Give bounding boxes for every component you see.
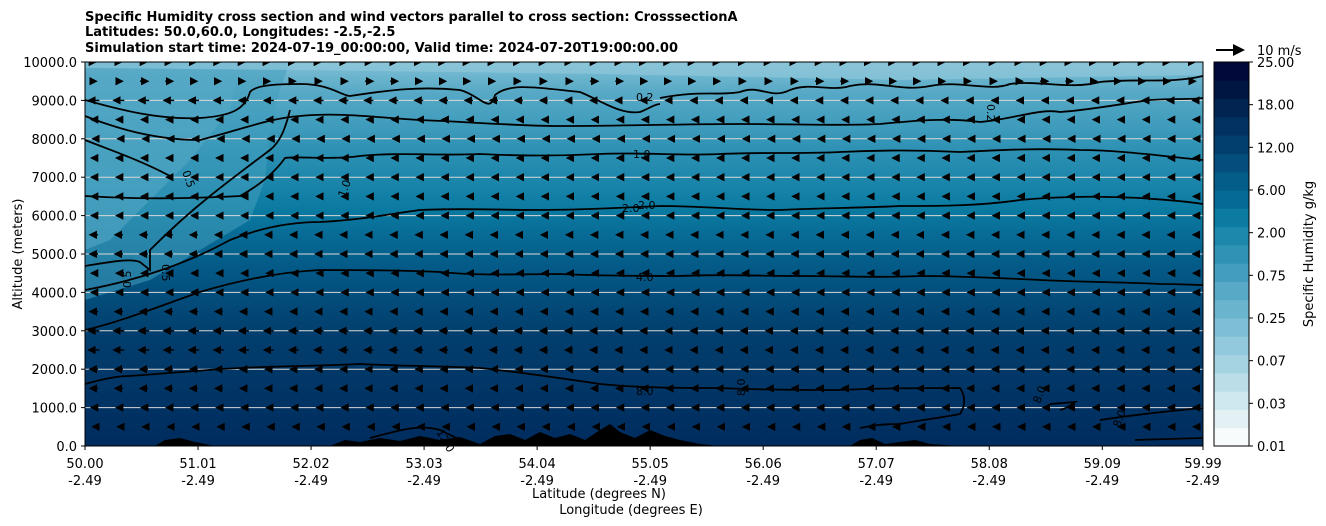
x-tick-label-latitude: 52.02: [292, 457, 329, 472]
colorbar-swatch: [1214, 354, 1249, 374]
colorbar-swatch: [1214, 244, 1249, 264]
y-tick-label: 2000.0: [32, 363, 78, 378]
colorbar-swatch: [1214, 336, 1249, 356]
colorbar-tick-label: 0.07: [1257, 355, 1286, 370]
x-tick-label-latitude: 53.03: [405, 457, 442, 472]
wind-vectors: [87, 62, 1201, 431]
colorbar-frame: [1213, 61, 1250, 447]
x-tick-label-longitude: -2.49: [520, 474, 554, 489]
y-tick-label: 1000.0: [32, 402, 78, 417]
x-tick-label-latitude: 56.06: [745, 457, 782, 472]
chart-title-line-3: Simulation start time: 2024-07-19_00:00:…: [85, 41, 678, 56]
colorbar-swatch: [1214, 263, 1249, 282]
contour-label: 8.0: [636, 385, 654, 398]
colorbar-tick-label: 25.00: [1257, 56, 1294, 71]
wind-reference-label: 10 m/s: [1257, 44, 1302, 59]
contour-label: 2.0: [638, 199, 656, 212]
contour-0.5: [85, 109, 291, 272]
contour-label: 8.0: [735, 379, 748, 397]
colorbar-tick-label: 0.25: [1257, 312, 1286, 327]
colorbar-swatch: [1214, 116, 1249, 136]
contour-2.0: [85, 195, 1203, 291]
contour-1.0: [85, 148, 1203, 200]
upper-dry-layer: [85, 62, 1203, 80]
contour-label: 1.0: [336, 178, 354, 199]
x-tick-label-latitude: 50.00: [66, 457, 103, 472]
colorbar-swatch: [1214, 299, 1249, 319]
x-axis-label-longitude: Longitude (degrees E): [559, 503, 703, 518]
x-tick-label-latitude: 57.07: [858, 457, 895, 472]
y-axis-label: Altitude (meters): [11, 199, 26, 310]
wind-reference-key: 10 m/s: [1216, 44, 1302, 59]
chart-title-line-1: Specific Humidity cross section and wind…: [85, 10, 738, 25]
x-tick-label-longitude: -2.49: [407, 474, 441, 489]
colorbar-tick-label: 0.03: [1257, 397, 1286, 412]
y-tick-label: 6000.0: [32, 210, 78, 225]
colorbar-swatch: [1214, 226, 1249, 246]
contour-label: 0.2: [636, 91, 654, 104]
colorbar-swatch: [1214, 391, 1249, 410]
y-tick-label: 9000.0: [32, 94, 78, 109]
dry-air-core: [85, 62, 240, 250]
y-tick-label: 4000.0: [32, 286, 78, 301]
x-tick-label-latitude: 51.01: [179, 457, 216, 472]
y-tick-label: 8000.0: [32, 133, 78, 148]
contour-label: 2.0: [622, 202, 640, 215]
y-tick-label: 10000.0: [23, 56, 77, 71]
contour-4.0: [85, 269, 1203, 331]
x-tick-label-latitude: 59.09: [1084, 457, 1121, 472]
plot-area: 0.2 0.2 0.5 0.5 0.5 1.0 1.0 2.0 2.0 4.0 …: [84, 61, 1204, 455]
colorbar-tick-label: 6.00: [1257, 184, 1286, 199]
colorbar-swatch: [1214, 135, 1249, 154]
x-tick-label-longitude: -2.49: [972, 474, 1006, 489]
x-tick-label-longitude: -2.49: [633, 474, 667, 489]
colorbar-tick-label: 0.75: [1257, 269, 1286, 284]
contour-label: 0.5: [121, 271, 134, 289]
colorbar-label: Specific Humidity g/kg: [1302, 181, 1317, 327]
colorbar-tick-label: 12.00: [1257, 141, 1294, 156]
x-tick-label-latitude: 54.04: [519, 457, 556, 472]
colorbar-swatch: [1214, 62, 1249, 81]
colorbar-swatch: [1214, 171, 1249, 191]
contour-0.2: [85, 75, 1203, 120]
x-tick-label-longitude: -2.49: [68, 474, 102, 489]
colorbar-swatch: [1214, 98, 1249, 118]
colorbar-swatch: [1214, 281, 1249, 301]
colorbar: 0.01 0.03 0.07 0.25 0.75 2.00 6.00 12.00 18.00 25…: [1213, 56, 1317, 455]
x-tick-label-latitude: 55.05: [632, 457, 669, 472]
y-tick-label: 3000.0: [32, 325, 78, 340]
colorbar-tick-label: 2.00: [1257, 227, 1286, 242]
x-tick-label-longitude: -2.49: [294, 474, 328, 489]
x-tick-label-longitude: -2.49: [746, 474, 780, 489]
contour-label: 1.0: [633, 148, 651, 161]
x-tick-label-longitude: -2.49: [1085, 474, 1119, 489]
x-tick-label-longitude: -2.49: [859, 474, 893, 489]
y-tick-label: 0.0: [56, 440, 77, 455]
contour-label: 0.2: [984, 104, 997, 122]
contour-12.0: [369, 426, 481, 446]
y-tick-label: 7000.0: [32, 171, 78, 186]
colorbar-swatch: [1214, 372, 1249, 392]
x-axis-label-latitude: Latitude (degrees N): [532, 487, 666, 502]
x-tick-label-longitude: -2.49: [181, 474, 215, 489]
colorbar-tick-label: 18.00: [1257, 99, 1294, 114]
colorbar-swatch: [1214, 208, 1249, 228]
colorbar-swatch: [1214, 190, 1249, 209]
terrain: [155, 424, 960, 446]
y-axis: 0.0 1000.0 2000.0 3000.0 4000.0 5000.0 6000.0 7…: [23, 56, 85, 455]
chart-title-line-2: Latitudes: 50.0,60.0, Longitudes: -2.5,-…: [85, 25, 395, 40]
colorbar-tick-label: 0.01: [1257, 440, 1286, 455]
y-tick-label: 5000.0: [32, 248, 78, 263]
colorbar-swatch: [1214, 153, 1249, 173]
colorbar-swatch: [1214, 80, 1249, 100]
x-axis: 50.00 -2.49 51.01 -2.49 52.02 -2.49 53.03 -2.49…: [66, 446, 1222, 489]
x-tick-label-latitude: 59.99: [1184, 457, 1221, 472]
colorbar-swatch: [1214, 409, 1249, 429]
x-tick-label-latitude: 58.08: [971, 457, 1008, 472]
colorbar-swatch: [1214, 318, 1249, 337]
colorbar-swatch: [1214, 427, 1249, 447]
x-tick-label-longitude: -2.49: [1186, 474, 1220, 489]
